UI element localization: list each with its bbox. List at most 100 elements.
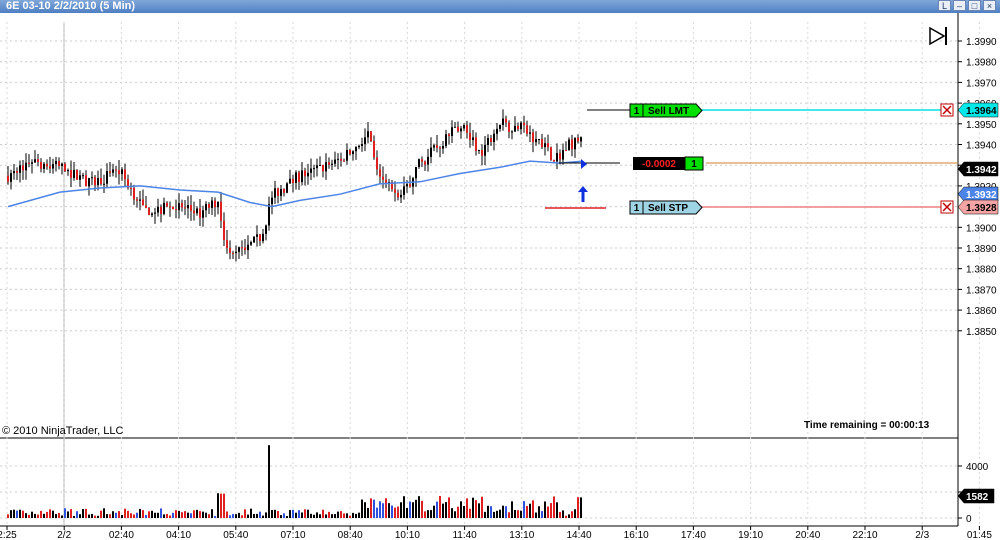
candle-body (361, 144, 363, 146)
candle-body (349, 149, 351, 155)
volume-bar (451, 508, 453, 518)
candle-body (526, 125, 528, 134)
volume-bar (211, 509, 213, 518)
volume-bar (436, 501, 438, 518)
sell-stop-order[interactable]: 1 Sell STP (545, 200, 954, 215)
price-tick-label: 1.3900 (966, 223, 997, 234)
price-tick-label: 1.3940 (966, 141, 997, 152)
volume-bar (130, 513, 132, 518)
volume-bar (118, 511, 120, 518)
volume-bar (70, 509, 72, 518)
candle-body (559, 153, 561, 160)
scroll-to-end-icon[interactable] (929, 26, 947, 46)
minimize-button[interactable]: – (953, 0, 966, 11)
candle-body (508, 122, 510, 132)
price-panel[interactable] (0, 13, 958, 438)
volume-bar (286, 516, 288, 518)
stop-order-label-box[interactable] (642, 200, 703, 215)
last-price-marker: 1.3942 (957, 161, 999, 177)
candle-body (253, 236, 255, 243)
volume-bar (520, 510, 522, 518)
candle-body (151, 213, 153, 216)
volume-bar (442, 503, 444, 518)
volume-bar (277, 511, 279, 518)
candle-body (190, 205, 192, 211)
close-button[interactable]: × (983, 0, 996, 11)
candle-body (403, 186, 405, 195)
candle-body (451, 127, 453, 136)
candle-body (271, 197, 273, 205)
sell-limit-order[interactable]: 1 Sell LMT (587, 103, 954, 118)
window-titlebar: 6E 03-10 2/2/2010 (5 Min) L – □ × (0, 0, 1000, 13)
entry-execution-arrow (578, 186, 588, 202)
link-button[interactable]: L (938, 0, 951, 11)
volume-bar (355, 513, 357, 518)
volume-bar (73, 515, 75, 518)
volume-bar (133, 514, 135, 518)
volume-bar (292, 509, 294, 518)
volume-bar (247, 514, 249, 518)
time-tick-label: 22:10 (852, 530, 877, 540)
candle-body (91, 177, 93, 179)
stop-price-marker: 1.3928 (957, 199, 999, 215)
volume-bar (34, 513, 36, 518)
position-qty-box[interactable] (684, 156, 704, 171)
candle-body (379, 169, 381, 177)
volume-bar (172, 512, 174, 518)
candle-body (115, 169, 117, 171)
limit-order-label-box[interactable] (642, 103, 703, 118)
volume-bar (289, 510, 291, 518)
volume-bar (112, 511, 114, 518)
price-tick-label: 1.3980 (966, 58, 997, 69)
candle-body (16, 171, 18, 173)
position-pnl-box[interactable] (633, 157, 685, 170)
position-pnl: -0.0002 (642, 159, 676, 170)
price-tick-label: 1.3870 (966, 285, 997, 296)
volume-bar (91, 513, 93, 518)
candle-body (460, 128, 462, 132)
candle-body (340, 158, 342, 161)
volume-bar (307, 509, 309, 518)
candle-body (355, 147, 357, 152)
volume-bar (487, 505, 489, 518)
entry-arrow-head (578, 186, 588, 192)
volume-bar (409, 501, 411, 518)
volume-bar (364, 502, 366, 518)
volume-bar (151, 510, 153, 518)
volume-bar (136, 512, 138, 518)
candle-body (547, 143, 549, 148)
volume-bar (187, 512, 189, 518)
maximize-button[interactable]: □ (968, 0, 981, 11)
volume-bar (163, 514, 165, 518)
volume-bar (295, 512, 297, 518)
candle-body (436, 145, 438, 148)
candle-body (346, 149, 348, 161)
volume-bar (103, 508, 105, 518)
limit-order-qty: 1 (634, 106, 640, 117)
candle-body (244, 247, 246, 251)
candle-body (220, 201, 222, 221)
volume-bar (124, 508, 126, 518)
candle-body (400, 194, 402, 198)
copyright-text: © 2010 NinjaTrader, LLC (2, 425, 123, 437)
volume-bar (232, 514, 234, 518)
volume-bar (352, 512, 354, 518)
volume-bar (508, 512, 510, 518)
position-marker[interactable]: -0.0002 1 (559, 156, 958, 171)
volume-bar (469, 508, 471, 518)
volume-bar (301, 512, 303, 518)
candle-body (334, 159, 336, 164)
stop-order-label: Sell STP (648, 203, 688, 214)
volume-bar (328, 511, 330, 518)
window-buttons: L – □ × (938, 0, 996, 13)
volume-bar (139, 508, 141, 518)
volume-bar (298, 510, 300, 518)
last-price-marker-text: 1.3942 (966, 165, 997, 176)
volume-bar (244, 509, 246, 518)
candle-body (256, 234, 258, 237)
volume-bar (58, 512, 60, 518)
candle-body (382, 176, 384, 180)
sma-line (7, 160, 584, 208)
volume-bar (202, 511, 204, 518)
